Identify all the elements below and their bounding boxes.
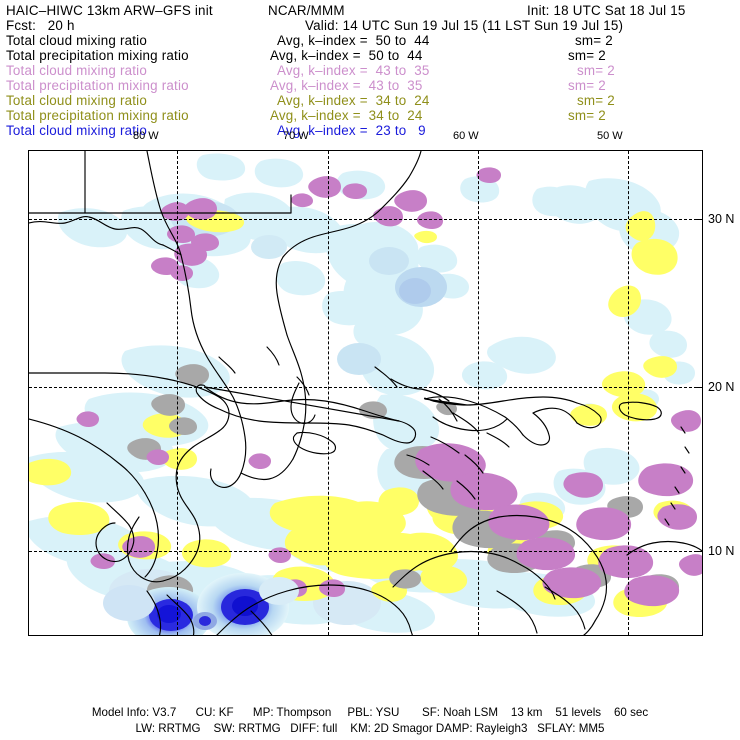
weather-field-svg bbox=[29, 151, 702, 635]
header-line-8-mid: Avg, k–index = 34 to 24 bbox=[270, 108, 423, 123]
header-line-3-right: sm= 2 bbox=[575, 33, 613, 48]
header-line-1-left: HAIC–HIWC 13km ARW–GFS init bbox=[6, 3, 213, 18]
header-line-5-right: sm= 2 bbox=[577, 63, 615, 78]
lat-label-20n: 20 N bbox=[708, 380, 735, 394]
header-line-5-mid: Avg, k–index = 43 to 35 bbox=[277, 63, 430, 78]
lon-label-60w: 60 W bbox=[453, 130, 479, 142]
footer-model-info-line1: Model Info: V3.7 CU: KF MP: Thompson PBL… bbox=[91, 706, 649, 719]
gridline-lon-50w bbox=[628, 151, 629, 635]
tick-lat-10n bbox=[694, 551, 703, 552]
gridline-lat-30n bbox=[29, 219, 702, 220]
footer-model-info-line2: LW: RRTMG SW: RRTMG DIFF: full KM: 2D Sm… bbox=[135, 722, 605, 735]
header-line-1-mid: NCAR/MMM bbox=[268, 3, 345, 18]
header-line-8-left: Total precipitation mixing ratio bbox=[6, 108, 189, 123]
header-line-4-right: sm= 2 bbox=[568, 48, 606, 63]
tick-lat-20n bbox=[694, 387, 703, 388]
header-line-4-left: Total precipitation mixing ratio bbox=[6, 48, 189, 63]
header-line-9-mid: Avg, k–index = 23 to 9 bbox=[277, 123, 426, 138]
lat-label-10n: 10 N bbox=[708, 544, 735, 558]
gridline-lat-10n bbox=[29, 551, 702, 552]
header-line-3-left: Total cloud mixing ratio bbox=[6, 33, 148, 48]
header-line-7-right: sm= 2 bbox=[577, 93, 615, 108]
header-line-6-right: sm= 2 bbox=[568, 78, 606, 93]
gridline-lon-80w bbox=[177, 151, 178, 635]
header-text-block: HAIC–HIWC 13km ARW–GFS init NCAR/MMM Ini… bbox=[0, 0, 740, 146]
lon-label-80w: 80 W bbox=[133, 130, 159, 142]
header-line-6-left: Total precipitation mixing ratio bbox=[6, 78, 189, 93]
gridline-lon-60w bbox=[478, 151, 479, 635]
header-line-6-mid: Avg, k–index = 43 to 35 bbox=[270, 78, 423, 93]
header-line-7-left: Total cloud mixing ratio bbox=[6, 93, 148, 108]
map-field-layer bbox=[29, 151, 702, 635]
header-line-9-left: Total cloud mixing ratio bbox=[6, 123, 148, 138]
header-line-2-mid: Valid: 14 UTC Sun 19 Jul 15 (11 LST Sun … bbox=[305, 18, 624, 33]
header-line-1-right: Init: 18 UTC Sat 18 Jul 15 bbox=[527, 3, 686, 18]
lon-label-70w: 70 W bbox=[283, 130, 309, 142]
header-line-8-right: sm= 2 bbox=[568, 108, 606, 123]
header-line-4-mid: Avg, k–index = 50 to 44 bbox=[270, 48, 423, 63]
tick-lat-30n bbox=[694, 219, 703, 220]
header-line-3-mid: Avg, k–index = 50 to 44 bbox=[277, 33, 430, 48]
lon-label-50w: 50 W bbox=[597, 130, 623, 142]
header-line-2-left: Fcst: 20 h bbox=[6, 18, 75, 33]
model-forecast-map[interactable] bbox=[28, 150, 703, 636]
gridline-lat-20n bbox=[29, 387, 702, 388]
header-line-5-left: Total cloud mixing ratio bbox=[6, 63, 148, 78]
coastline-layer bbox=[29, 151, 702, 635]
lat-label-30n: 30 N bbox=[708, 212, 735, 226]
gridline-lon-70w bbox=[328, 151, 329, 635]
convective-cores bbox=[103, 573, 299, 635]
header-line-7-mid: Avg, k–index = 34 to 24 bbox=[277, 93, 430, 108]
